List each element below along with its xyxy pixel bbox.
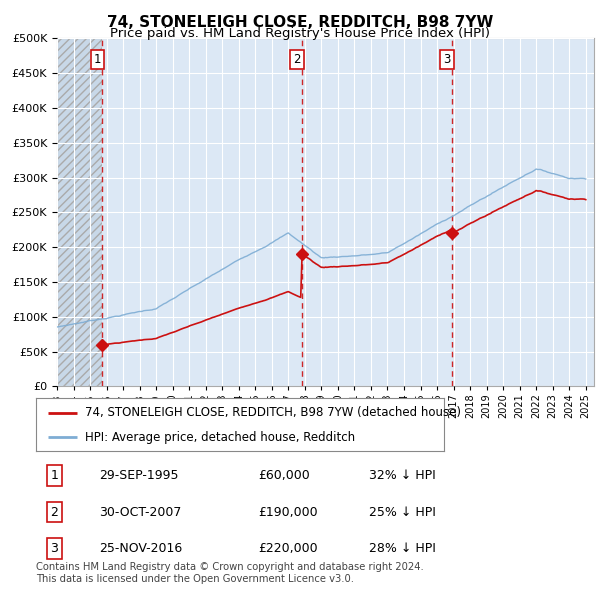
Text: 25-NOV-2016: 25-NOV-2016 xyxy=(100,542,182,555)
Text: Contains HM Land Registry data © Crown copyright and database right 2024.
This d: Contains HM Land Registry data © Crown c… xyxy=(36,562,424,584)
Text: 30-OCT-2007: 30-OCT-2007 xyxy=(100,506,182,519)
Text: 28% ↓ HPI: 28% ↓ HPI xyxy=(368,542,436,555)
Text: Price paid vs. HM Land Registry's House Price Index (HPI): Price paid vs. HM Land Registry's House … xyxy=(110,27,490,40)
Text: 3: 3 xyxy=(50,542,58,555)
Text: 32% ↓ HPI: 32% ↓ HPI xyxy=(368,469,436,482)
Text: 2: 2 xyxy=(293,53,301,65)
Text: HPI: Average price, detached house, Redditch: HPI: Average price, detached house, Redd… xyxy=(85,431,355,444)
Text: 29-SEP-1995: 29-SEP-1995 xyxy=(100,469,179,482)
Bar xyxy=(57,38,103,386)
Text: 1: 1 xyxy=(94,53,101,65)
Text: £60,000: £60,000 xyxy=(258,469,310,482)
Text: 74, STONELEIGH CLOSE, REDDITCH, B98 7YW (detached house): 74, STONELEIGH CLOSE, REDDITCH, B98 7YW … xyxy=(85,406,461,419)
Text: 3: 3 xyxy=(443,53,451,65)
Text: £190,000: £190,000 xyxy=(258,506,317,519)
Text: 2: 2 xyxy=(50,506,58,519)
Text: 25% ↓ HPI: 25% ↓ HPI xyxy=(368,506,436,519)
Text: 74, STONELEIGH CLOSE, REDDITCH, B98 7YW: 74, STONELEIGH CLOSE, REDDITCH, B98 7YW xyxy=(107,15,493,30)
Text: £220,000: £220,000 xyxy=(258,542,317,555)
Text: 1: 1 xyxy=(50,469,58,482)
